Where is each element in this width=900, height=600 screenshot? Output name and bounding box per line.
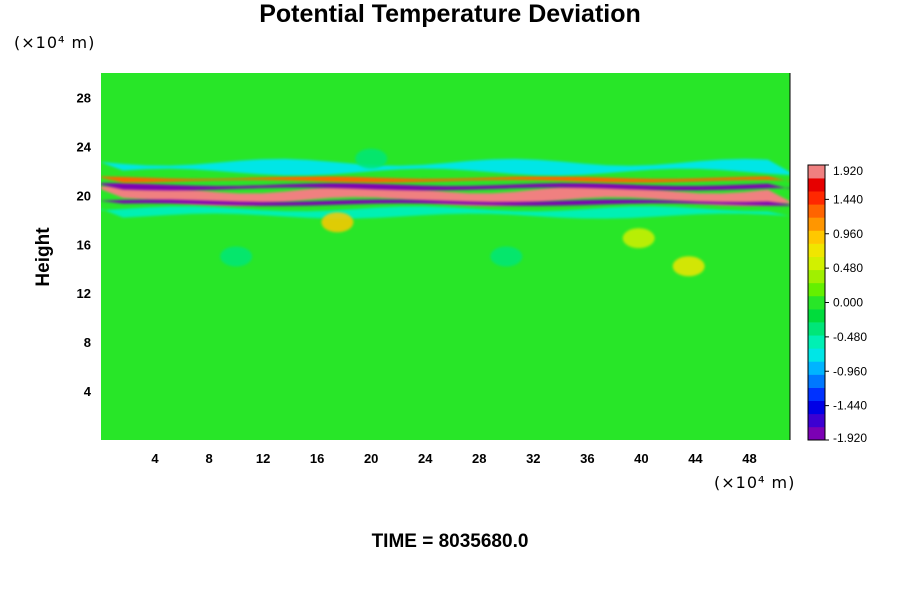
plot-area [101,73,791,440]
heatmap-patch [321,212,354,233]
x-tick-label: 28 [472,451,486,466]
heatmap-band [101,183,790,191]
y-tick-label: 16 [77,237,91,252]
heatmap-band [101,206,790,219]
heatmap-patch [490,246,523,267]
colorbar-tick-label: 1.920 [833,164,863,178]
x-axis-unit: (×10⁴ m) [714,473,796,492]
heatmap-band [101,199,790,206]
x-tick-label: 32 [526,451,540,466]
colorbar-tick-label: -1.440 [833,399,867,413]
y-tick-label: 4 [84,384,92,399]
colorbar-swatch [808,165,825,179]
colorbar-swatch [808,361,825,375]
x-tick-label: 44 [688,451,703,466]
x-tick-label: 36 [580,451,594,466]
y-axis-unit: (×10⁴ m) [14,33,96,52]
colorbar-tick-label: 0.480 [833,261,863,275]
colorbar-swatch [808,269,825,284]
colorbar-swatch [808,204,825,218]
colorbar: 1.920 1.440 0.960 0.480 0.000 -0.480 -0.960 -1.… [807,164,867,445]
x-tick-label: 40 [634,451,648,466]
colorbar-swatch [808,217,825,231]
colorbar-tick-label: 1.440 [833,192,863,206]
colorbar-tick-label: 0.000 [833,296,863,310]
y-ticks: 4 8 12 16 20 24 28 [77,90,92,399]
colorbar-swatch [808,348,825,362]
x-tick-label: 20 [364,451,378,466]
time-label: TIME = 8035680.0 [371,531,529,552]
y-tick-label: 24 [77,139,92,154]
colorbar-swatch [808,374,825,388]
colorbar-tick-label: -0.480 [833,330,867,344]
y-tick-label: 12 [77,286,91,301]
colorbar-swatch [808,387,825,402]
colorbar-swatch [808,295,825,310]
x-tick-label: 24 [418,451,433,466]
heatmap-patch [355,148,388,169]
x-tick-label: 48 [742,451,756,466]
heatmap-band [101,176,790,183]
colorbar-swatch [808,426,825,441]
colorbar-swatch [808,322,825,336]
colorbar-swatch [808,178,825,192]
colorbar-swatch [808,191,825,205]
x-tick-label: 8 [205,451,212,466]
colorbar-swatch [808,309,825,323]
heatmap-patch [220,246,253,267]
y-tick-label: 28 [77,90,91,105]
x-tick-label: 16 [310,451,324,466]
colorbar-swatch [808,243,825,257]
heatmap-background [101,73,790,440]
x-ticks: 4 8 12 16 20 24 28 32 36 40 44 48 [151,451,756,466]
colorbar-swatch [808,282,825,297]
colorbar-tick-label: -0.960 [833,364,867,378]
heatmap-patch [672,256,705,277]
heatmap-field [101,148,790,277]
colorbar-swatch [808,335,825,349]
y-tick-label: 8 [84,335,91,350]
chart-title: Potential Temperature Deviation [259,0,641,28]
x-tick-label: 12 [256,451,270,466]
colorbar-swatch [808,256,825,271]
colorbar-tick-label: 0.960 [833,227,863,241]
colorbar-swatch [808,413,825,428]
heatmap-band [101,185,790,206]
colorbar-tick-label: -1.920 [833,431,867,445]
heatmap-band [101,158,790,176]
x-tick-label: 4 [151,451,159,466]
heatmap-patch [622,228,655,249]
colorbar-swatch [808,400,825,415]
colorbar-swatch [808,230,825,244]
y-tick-label: 20 [77,188,91,203]
